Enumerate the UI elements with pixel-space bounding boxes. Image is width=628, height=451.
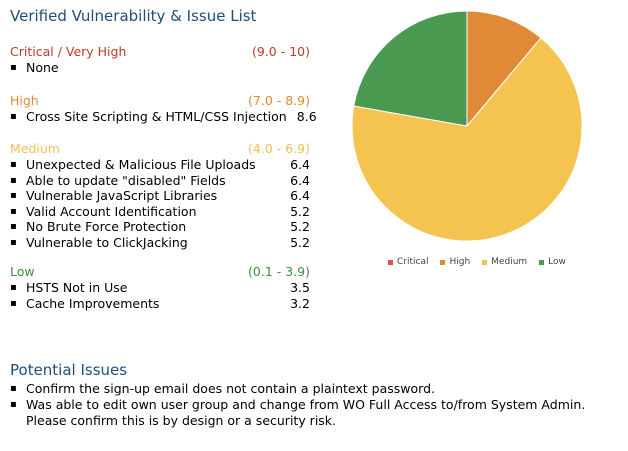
list-item: ▪ No Brute Force Protection 5.2 <box>10 219 310 235</box>
list-item: ▪ Vulnerable JavaScript Libraries 6.4 <box>10 188 310 204</box>
list-item: ▪ Vulnerable to ClickJacking 5.2 <box>10 235 310 251</box>
item-score: 6.4 <box>290 157 310 172</box>
item-name: Valid Account Identification <box>26 203 197 219</box>
potential-issues-title: Potential Issues <box>10 361 128 379</box>
item-name: Cross Site Scripting & HTML/CSS Injectio… <box>26 109 287 124</box>
item-name: None <box>26 60 59 75</box>
chart-legend: Critical High Medium Low <box>388 257 578 267</box>
section-header: Critical / Very High (9.0 - 10) <box>10 43 310 60</box>
item-score: 6.4 <box>290 188 310 204</box>
item-name: Vulnerable JavaScript Libraries <box>26 188 218 204</box>
list-item: ▪ Unexpected & Malicious File Uploads 6.4 <box>10 157 310 173</box>
legend-label: Critical <box>397 257 429 267</box>
list-item: ▪ None <box>10 60 310 76</box>
bullet-icon: ▪ <box>10 221 17 233</box>
legend-swatch <box>440 259 446 265</box>
list-item: ▪ Valid Account Identification 5.2 <box>10 204 310 220</box>
item-name: Able to update "disabled" Fields <box>26 172 226 188</box>
section-label: Critical / Very High <box>10 44 127 59</box>
item-score: 5.2 <box>290 234 310 250</box>
section-label: Low <box>10 264 35 279</box>
legend-swatch <box>388 259 393 265</box>
legend-item: Low <box>539 257 566 267</box>
item-score: 6.4 <box>290 172 310 188</box>
list-item: ▪ Able to update "disabled" Fields 6.4 <box>10 173 310 189</box>
severity-section: Medium (4.0 - 6.9) ▪ Unexpected & Malicious… <box>10 140 310 251</box>
severity-pie-chart <box>352 10 582 242</box>
bullet-icon: ▪ <box>10 399 17 410</box>
legend-label: Medium <box>491 257 528 267</box>
item-name: Cache Improvements <box>26 295 160 311</box>
item-name: HSTS Not in Use <box>26 280 128 295</box>
item-score: 5.2 <box>290 203 310 219</box>
list-item: ▪ Cache Improvements 3.2 <box>10 296 310 312</box>
item-name: No Brute Force Protection <box>26 219 187 235</box>
section-range: (0.1 - 3.9) <box>248 264 310 279</box>
item-score: 3.5 <box>290 280 310 295</box>
bullet-icon: ▪ <box>10 383 17 394</box>
potential-issues-list: ▪ Confirm the sign-up email does not cont… <box>10 381 610 429</box>
legend-item: Critical <box>388 257 428 267</box>
section-header: Low (0.1 - 3.9) <box>10 263 310 280</box>
pie-slice-low <box>353 10 468 127</box>
page-title: Verified Vulnerability & Issue List <box>10 7 257 25</box>
item-name: Unexpected & Malicious File Uploads <box>26 157 256 172</box>
bullet-icon: ▪ <box>10 205 17 217</box>
item-score: 5.2 <box>290 219 310 235</box>
section-label: Medium <box>10 141 60 156</box>
section-range: (9.0 - 10) <box>252 44 310 59</box>
bullet-icon: ▪ <box>10 282 17 293</box>
potential-issue-text: Confirm the sign-up email does not conta… <box>26 381 435 396</box>
item-score: 8.6 <box>296 109 317 124</box>
section-header: Medium (4.0 - 6.9) <box>10 140 310 157</box>
legend-item: High <box>440 257 470 267</box>
bullet-icon: ▪ <box>10 190 17 202</box>
item-name: Vulnerable to ClickJacking <box>26 234 188 250</box>
bullet-icon: ▪ <box>10 297 17 309</box>
legend-item: Medium <box>482 257 527 267</box>
legend-label: Low <box>548 257 566 267</box>
bullet-icon: ▪ <box>10 62 17 73</box>
list-item: ▪ Cross Site Scripting & HTML/CSS Injecti… <box>10 109 317 125</box>
section-range: (4.0 - 6.9) <box>248 141 310 156</box>
bullet-icon: ▪ <box>10 174 17 186</box>
pie-slice-medium <box>352 37 582 242</box>
bullet-icon: ▪ <box>10 111 17 122</box>
list-item: ▪ Confirm the sign-up email does not cont… <box>10 381 610 397</box>
severity-section: Low (0.1 - 3.9) ▪ HSTS Not in Use 3.5 ▪ Cache … <box>10 263 310 311</box>
section-header: High (7.0 - 8.9) <box>10 92 310 109</box>
bullet-icon: ▪ <box>10 159 17 170</box>
list-item: ▪ Was able to edit own user group and cha… <box>10 397 610 429</box>
item-score: 3.2 <box>290 295 310 311</box>
severity-section: High (7.0 - 8.9) ▪ Cross Site Scripting & H… <box>10 92 317 125</box>
bullet-icon: ▪ <box>10 236 17 248</box>
legend-swatch <box>482 259 488 265</box>
legend-label: High <box>449 257 471 267</box>
section-label: High <box>10 93 39 108</box>
section-range: (7.0 - 8.9) <box>248 93 310 108</box>
potential-issue-text: Was able to edit own user group and chan… <box>26 397 586 428</box>
list-item: ▪ HSTS Not in Use 3.5 <box>10 280 310 296</box>
severity-section: Critical / Very High (9.0 - 10) ▪ None <box>10 43 310 76</box>
pie-slice-high <box>466 10 542 128</box>
item-score <box>280 60 310 76</box>
legend-swatch <box>539 259 545 265</box>
